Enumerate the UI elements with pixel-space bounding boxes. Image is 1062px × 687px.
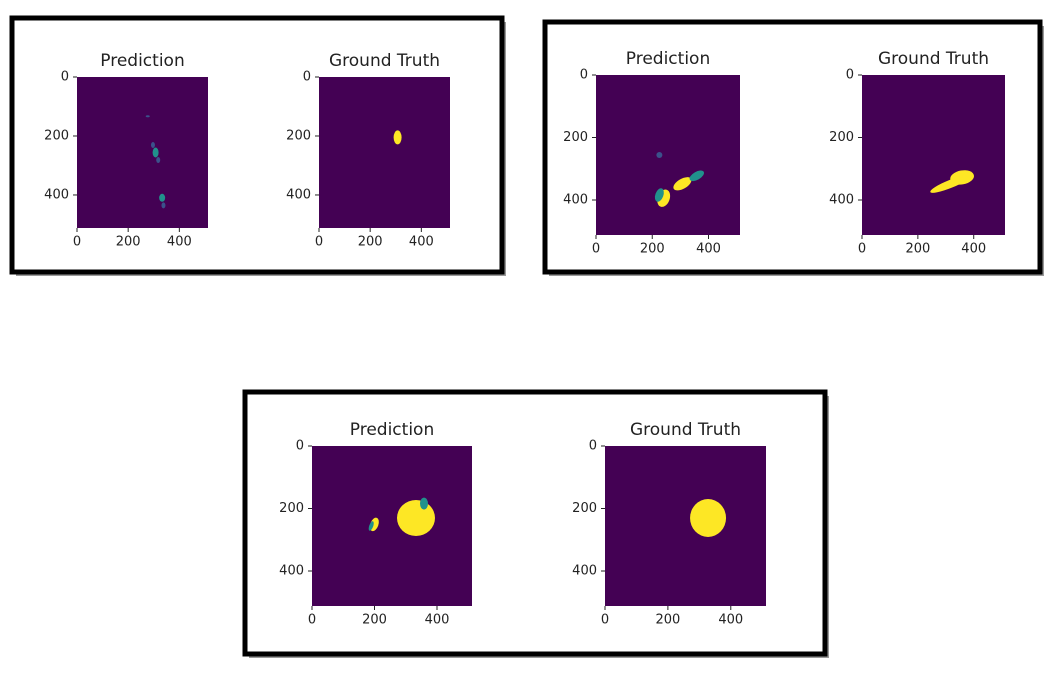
plot-title: Ground Truth — [630, 420, 741, 440]
y-tick-label: 0 — [846, 68, 854, 83]
x-tick-label: 400 — [409, 235, 434, 250]
x-tick-label: 200 — [905, 242, 930, 257]
blob — [656, 152, 663, 158]
image — [312, 446, 472, 606]
x-tick-label: 400 — [425, 613, 450, 628]
x-tick-label: 0 — [73, 235, 81, 250]
y-tick-label: 200 — [572, 501, 597, 516]
blob — [368, 521, 374, 531]
blob — [397, 500, 435, 536]
y-tick-label: 0 — [296, 439, 304, 454]
y-tick-label: 0 — [580, 68, 588, 83]
blob — [673, 177, 692, 191]
y-tick-label: 200 — [286, 128, 311, 143]
y-tick-label: 400 — [44, 187, 69, 202]
y-tick-label: 400 — [563, 193, 588, 208]
blob — [161, 202, 166, 209]
plot-title: Prediction — [350, 420, 434, 440]
x-tick-label: 0 — [315, 235, 323, 250]
y-tick-label: 0 — [61, 70, 69, 85]
y-tick-label: 200 — [279, 501, 304, 516]
blob — [950, 170, 974, 185]
y-tick-label: 200 — [829, 130, 854, 145]
blob — [654, 188, 664, 202]
plot-title: Ground Truth — [329, 51, 440, 71]
image — [605, 446, 766, 606]
y-tick-label: 400 — [572, 564, 597, 579]
plot-title: Ground Truth — [878, 49, 989, 69]
x-tick-label: 200 — [358, 235, 383, 250]
x-tick-label: 200 — [640, 242, 665, 257]
x-tick-label: 200 — [116, 235, 141, 250]
x-tick-label: 0 — [592, 242, 600, 257]
x-tick-label: 400 — [696, 242, 721, 257]
y-tick-label: 0 — [303, 70, 311, 85]
blob — [689, 170, 705, 182]
image — [319, 77, 450, 228]
x-tick-label: 400 — [961, 242, 986, 257]
blob — [420, 497, 428, 510]
y-tick-label: 200 — [563, 130, 588, 145]
x-tick-label: 0 — [308, 613, 316, 628]
plot-title: Prediction — [626, 49, 710, 69]
blob — [393, 130, 402, 145]
image — [77, 77, 208, 228]
x-tick-label: 0 — [858, 242, 866, 257]
x-tick-label: 400 — [718, 613, 743, 628]
y-tick-label: 400 — [279, 564, 304, 579]
blob — [150, 141, 155, 148]
x-tick-label: 200 — [655, 613, 680, 628]
y-tick-label: 200 — [44, 128, 69, 143]
x-tick-label: 200 — [362, 613, 387, 628]
image — [862, 75, 1005, 235]
blob — [152, 147, 159, 158]
blob — [156, 157, 161, 164]
blob — [690, 499, 727, 537]
x-tick-label: 0 — [601, 613, 609, 628]
y-tick-label: 400 — [286, 187, 311, 202]
image — [596, 75, 740, 235]
plot-title: Prediction — [100, 51, 184, 71]
x-tick-label: 400 — [167, 235, 192, 250]
y-tick-label: 400 — [829, 193, 854, 208]
y-tick-label: 0 — [589, 439, 597, 454]
blob — [159, 193, 166, 202]
blob — [145, 115, 150, 118]
